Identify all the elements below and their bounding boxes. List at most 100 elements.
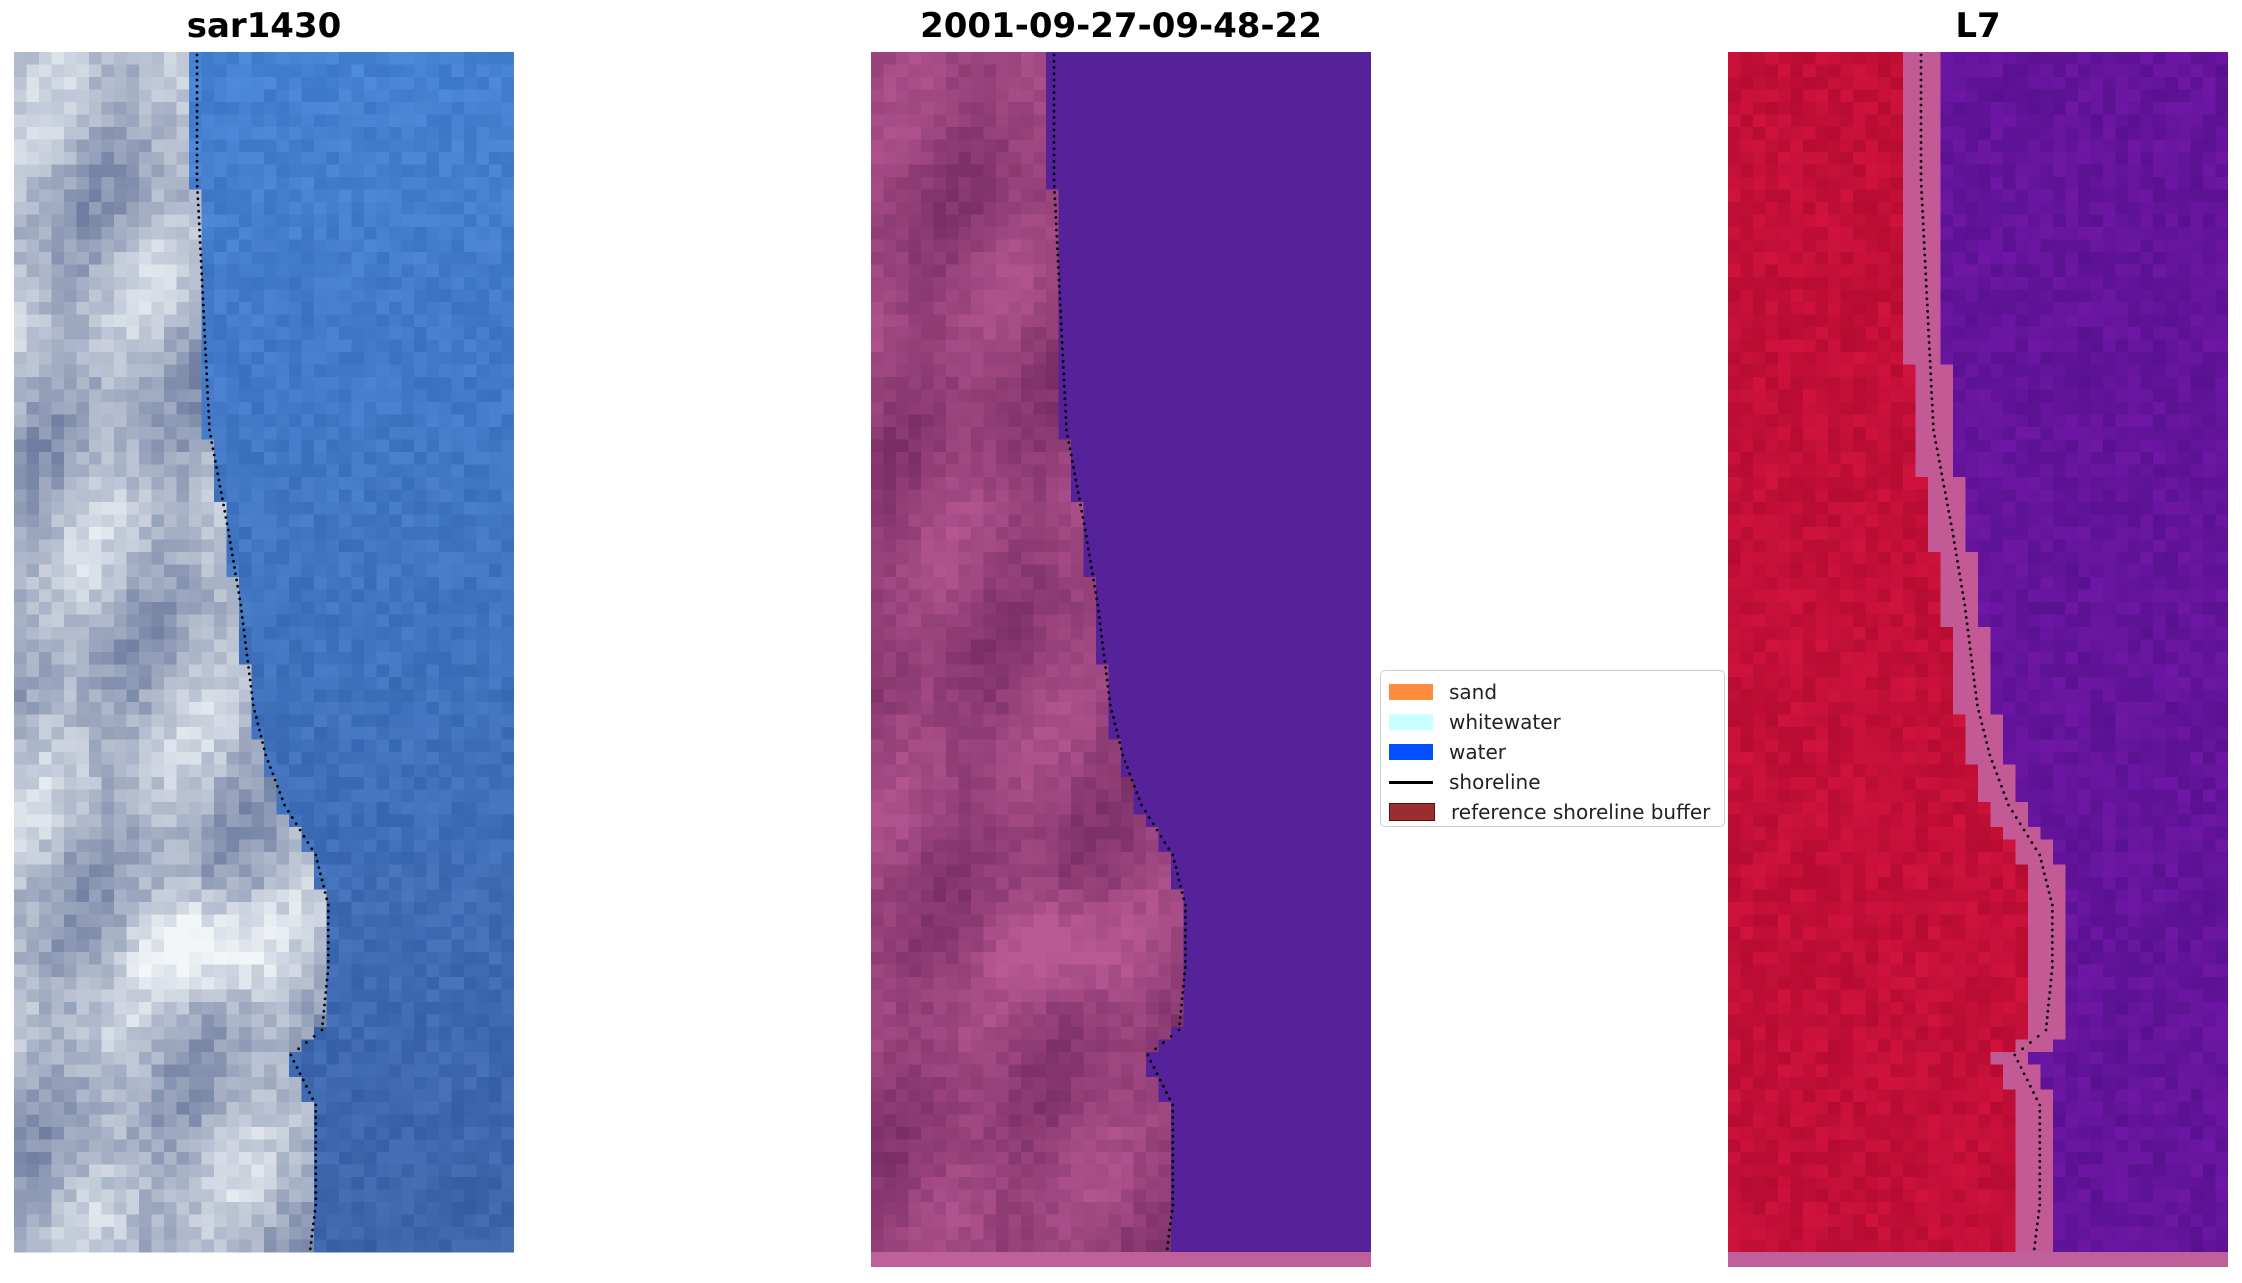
shoreline-point	[238, 597, 242, 601]
image-pixel	[314, 514, 327, 528]
image-pixel	[239, 789, 252, 803]
image-pixel	[1033, 102, 1047, 115]
image-pixel	[201, 789, 215, 803]
image-pixel	[414, 927, 427, 940]
image-pixel	[389, 1039, 402, 1053]
image-pixel	[908, 64, 922, 78]
image-pixel	[239, 977, 252, 990]
image-pixel	[1033, 152, 1047, 165]
image-pixel	[176, 614, 190, 628]
image-pixel	[1296, 189, 1309, 203]
image-pixel	[164, 989, 177, 1003]
image-pixel	[201, 714, 215, 728]
image-pixel	[226, 952, 240, 965]
image-pixel	[451, 864, 465, 878]
image-pixel	[176, 302, 190, 315]
image-pixel	[364, 114, 377, 128]
image-pixel	[401, 952, 415, 965]
image-pixel	[314, 377, 327, 390]
image-pixel	[996, 264, 1009, 278]
image-pixel	[226, 702, 240, 715]
image-pixel	[1221, 202, 1234, 215]
image-pixel	[64, 664, 77, 678]
image-pixel	[871, 177, 884, 190]
image-pixel	[51, 502, 65, 515]
image-pixel	[239, 1127, 252, 1140]
image-pixel	[1058, 77, 1072, 90]
image-pixel	[251, 677, 265, 690]
image-pixel	[314, 739, 327, 753]
image-pixel	[64, 1202, 77, 1215]
image-pixel	[376, 914, 390, 928]
image-pixel	[151, 589, 165, 603]
image-pixel	[1146, 127, 1159, 140]
shoreline-point	[241, 622, 245, 626]
image-pixel	[439, 639, 452, 653]
image-pixel	[971, 189, 984, 203]
image-pixel	[501, 639, 514, 653]
image-pixel	[464, 64, 477, 78]
image-pixel	[351, 202, 365, 215]
image-pixel	[264, 1239, 277, 1253]
image-pixel	[1308, 252, 1322, 265]
image-pixel	[176, 64, 190, 78]
image-pixel	[14, 439, 27, 453]
image-pixel	[451, 227, 465, 240]
image-pixel	[39, 714, 52, 728]
image-pixel	[1058, 214, 1072, 228]
image-pixel	[451, 1227, 465, 1240]
image-pixel	[401, 839, 415, 853]
image-pixel	[426, 689, 440, 703]
image-pixel	[464, 1227, 477, 1240]
image-pixel	[489, 114, 502, 128]
image-pixel	[426, 402, 440, 415]
image-pixel	[364, 64, 377, 78]
image-pixel	[389, 139, 402, 153]
image-pixel	[326, 1089, 340, 1103]
image-pixel	[464, 202, 477, 215]
image-pixel	[139, 1127, 152, 1140]
image-pixel	[264, 927, 277, 940]
image-pixel	[1233, 339, 1247, 353]
image-pixel	[214, 902, 227, 915]
image-pixel	[439, 1227, 452, 1240]
image-pixel	[214, 314, 227, 328]
image-pixel	[351, 539, 365, 553]
image-pixel	[439, 464, 452, 478]
image-pixel	[339, 752, 352, 765]
image-pixel	[501, 839, 514, 853]
image-pixel	[351, 989, 365, 1003]
image-pixel	[1321, 302, 1334, 315]
image-pixel	[176, 902, 190, 915]
image-pixel	[89, 577, 102, 590]
image-pixel	[151, 352, 165, 365]
image-pixel	[189, 352, 202, 365]
image-pixel	[189, 1227, 202, 1240]
image-pixel	[139, 164, 152, 178]
image-pixel	[983, 214, 997, 228]
image-pixel	[351, 727, 365, 740]
image-pixel	[264, 802, 277, 815]
image-pixel	[139, 289, 152, 303]
image-pixel	[376, 427, 390, 440]
image-pixel	[76, 152, 90, 165]
image-pixel	[301, 489, 315, 503]
image-pixel	[1008, 289, 1022, 303]
image-pixel	[26, 752, 40, 765]
image-pixel	[1233, 252, 1247, 265]
image-pixel	[176, 1164, 190, 1178]
image-pixel	[1358, 127, 1371, 140]
image-pixel	[501, 714, 514, 728]
image-pixel	[14, 1127, 27, 1140]
image-pixel	[339, 927, 352, 940]
image-pixel	[51, 227, 65, 240]
image-pixel	[501, 677, 514, 690]
image-pixel	[114, 1052, 127, 1065]
image-pixel	[326, 814, 340, 828]
image-pixel	[1346, 314, 1359, 328]
image-pixel	[1071, 114, 1084, 128]
image-pixel	[264, 77, 277, 90]
image-pixel	[933, 64, 947, 78]
image-pixel	[64, 439, 77, 453]
image-pixel	[351, 139, 365, 153]
